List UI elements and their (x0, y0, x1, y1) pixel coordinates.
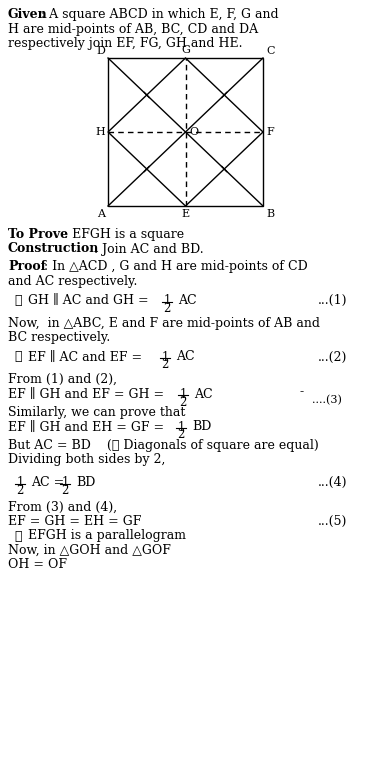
Text: 1: 1 (163, 294, 171, 307)
Text: : A square ABCD in which E, F, G and: : A square ABCD in which E, F, G and (41, 8, 279, 21)
Text: Proof: Proof (8, 260, 46, 273)
Text: EFGH is a parallelogram: EFGH is a parallelogram (28, 529, 186, 543)
Text: H are mid-points of AB, BC, CD and DA: H are mid-points of AB, BC, CD and DA (8, 23, 258, 36)
Text: BC respectively.: BC respectively. (8, 331, 110, 344)
Text: ...(1): ...(1) (318, 294, 347, 307)
Text: ∴: ∴ (14, 529, 22, 543)
Text: EF ∥ AC and EF =: EF ∥ AC and EF = (28, 350, 142, 363)
Text: 1: 1 (61, 476, 69, 490)
Text: G: G (181, 45, 190, 55)
Text: ....(3): ....(3) (312, 394, 342, 405)
Text: 2: 2 (161, 359, 169, 372)
Text: BD: BD (76, 476, 96, 489)
Text: 2: 2 (163, 302, 171, 315)
Text: E: E (182, 209, 190, 219)
Text: But AC = BD    (∴ Diagonals of square are equal): But AC = BD (∴ Diagonals of square are e… (8, 439, 319, 452)
Text: Similarly, we can prove that: Similarly, we can prove that (8, 406, 185, 419)
Text: H: H (95, 127, 105, 137)
Text: To Prove: To Prove (8, 228, 68, 241)
Text: 1: 1 (161, 351, 169, 364)
Text: 2: 2 (179, 395, 187, 409)
Text: 2: 2 (177, 428, 185, 441)
Text: 1: 1 (16, 476, 24, 490)
Text: F: F (266, 127, 274, 137)
Text: O: O (190, 127, 199, 137)
Text: ...(5): ...(5) (318, 515, 347, 528)
Text: Construction: Construction (8, 242, 100, 256)
Text: 2: 2 (16, 484, 24, 497)
Text: OH = OF: OH = OF (8, 559, 67, 572)
Text: 1: 1 (177, 421, 185, 434)
Text: AC: AC (176, 350, 195, 363)
Text: AC =: AC = (31, 476, 64, 489)
Text: EF ∥ GH and EH = GF =: EF ∥ GH and EH = GF = (8, 420, 164, 434)
Text: and AC respectively.: and AC respectively. (8, 275, 137, 288)
Text: GH ∥ AC and GH =: GH ∥ AC and GH = (28, 294, 149, 307)
Text: AC: AC (178, 294, 197, 307)
Text: From (3) and (4),: From (3) and (4), (8, 500, 117, 513)
Text: ...(4): ...(4) (318, 476, 347, 489)
Text: A: A (97, 209, 105, 219)
Text: 1: 1 (179, 388, 187, 401)
Text: Dividing both sides by 2,: Dividing both sides by 2, (8, 453, 165, 466)
Text: ∴: ∴ (14, 294, 22, 307)
Text: EF ∥ GH and EF = GH =: EF ∥ GH and EF = GH = (8, 388, 164, 400)
Text: respectively join EF, FG, GH and HE.: respectively join EF, FG, GH and HE. (8, 37, 243, 50)
Text: ...(2): ...(2) (318, 350, 347, 363)
Text: Now,  in △ABC, E and F are mid-points of AB and: Now, in △ABC, E and F are mid-points of … (8, 316, 320, 329)
Text: From (1) and (2),: From (1) and (2), (8, 373, 117, 386)
Text: Given: Given (8, 8, 48, 21)
Text: AC: AC (194, 388, 213, 400)
Text: : Join AC and BD.: : Join AC and BD. (94, 242, 203, 256)
Text: : EFGH is a square: : EFGH is a square (64, 228, 184, 241)
Text: B: B (266, 209, 274, 219)
Text: -: - (300, 385, 304, 398)
Text: D: D (96, 46, 105, 56)
Text: C: C (266, 46, 274, 56)
Text: Now, in △GOH and △GOF: Now, in △GOH and △GOF (8, 544, 171, 557)
Text: EF = GH = EH = GF: EF = GH = EH = GF (8, 515, 141, 528)
Text: : In △ACD , G and H are mid-points of CD: : In △ACD , G and H are mid-points of CD (44, 260, 308, 273)
Text: BD: BD (192, 420, 212, 434)
Text: 2: 2 (61, 484, 69, 497)
Text: ∴: ∴ (14, 350, 22, 363)
